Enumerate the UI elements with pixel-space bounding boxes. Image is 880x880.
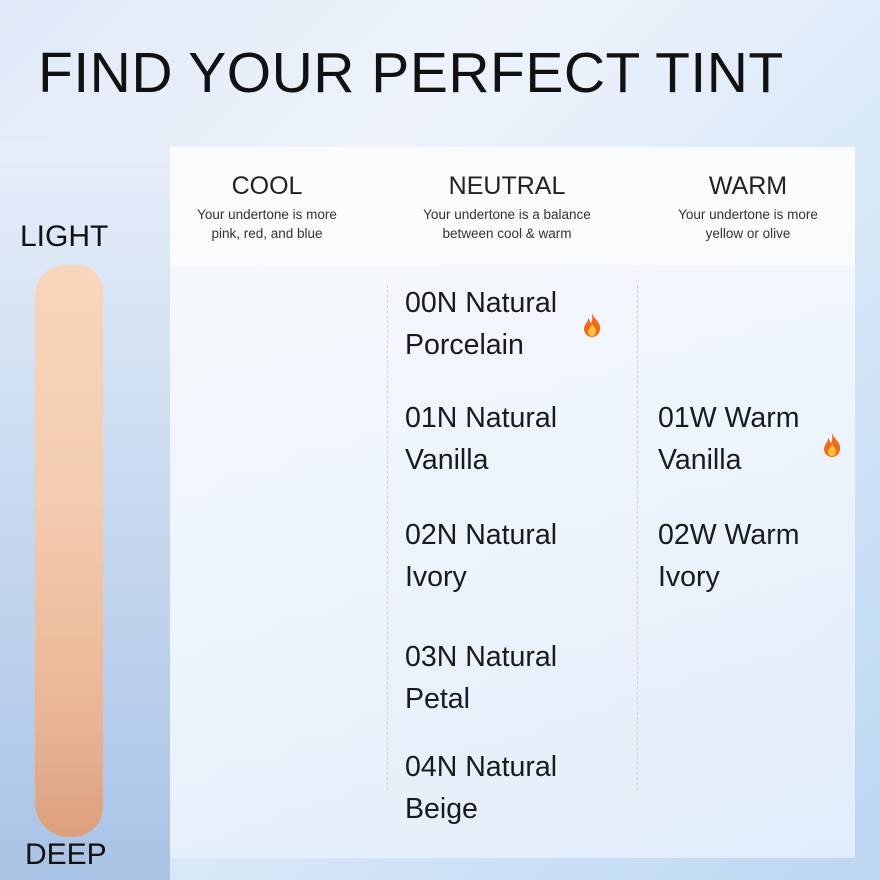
shade-00n: 00N Natural Porcelain	[405, 287, 558, 361]
shade-03n: 03N Natural Petal	[405, 641, 558, 715]
column-desc: Your undertone is more	[197, 207, 337, 222]
divider	[637, 285, 638, 790]
deep-label: DEEP	[25, 838, 107, 871]
shade-01w: 01W Warm Vanilla	[658, 402, 800, 476]
shade-04n: 04N Natural Beige	[405, 751, 558, 825]
column-desc: pink, red, and blue	[211, 226, 323, 241]
tint-gradient-swatch	[35, 265, 103, 837]
column-warm: WARM Your undertone is more yellow or ol…	[628, 172, 868, 243]
column-desc: Your undertone is a balance	[423, 207, 591, 222]
fire-icon	[584, 313, 601, 337]
divider	[387, 285, 388, 790]
column-neutral: NEUTRAL Your undertone is a balance betw…	[387, 172, 627, 243]
column-desc: between cool & warm	[442, 226, 572, 241]
page-title: FIND YOUR PERFECT TINT	[38, 41, 784, 105]
fire-icon	[824, 433, 841, 457]
column-cool: COOL Your undertone is more pink, red, a…	[147, 172, 387, 243]
column-title: WARM	[708, 172, 788, 200]
shade-02n: 02N Natural Ivory	[405, 519, 558, 593]
light-label: LIGHT	[20, 220, 109, 253]
column-title: COOL	[231, 172, 303, 200]
header-row	[170, 147, 855, 265]
column-desc: yellow or olive	[705, 226, 791, 241]
shade-panel	[170, 147, 855, 858]
shade-01n: 01N Natural Vanilla	[405, 402, 558, 476]
shade-02w: 02W Warm Ivory	[658, 519, 800, 593]
column-title: NEUTRAL	[448, 172, 566, 200]
column-desc: Your undertone is more	[678, 207, 818, 222]
